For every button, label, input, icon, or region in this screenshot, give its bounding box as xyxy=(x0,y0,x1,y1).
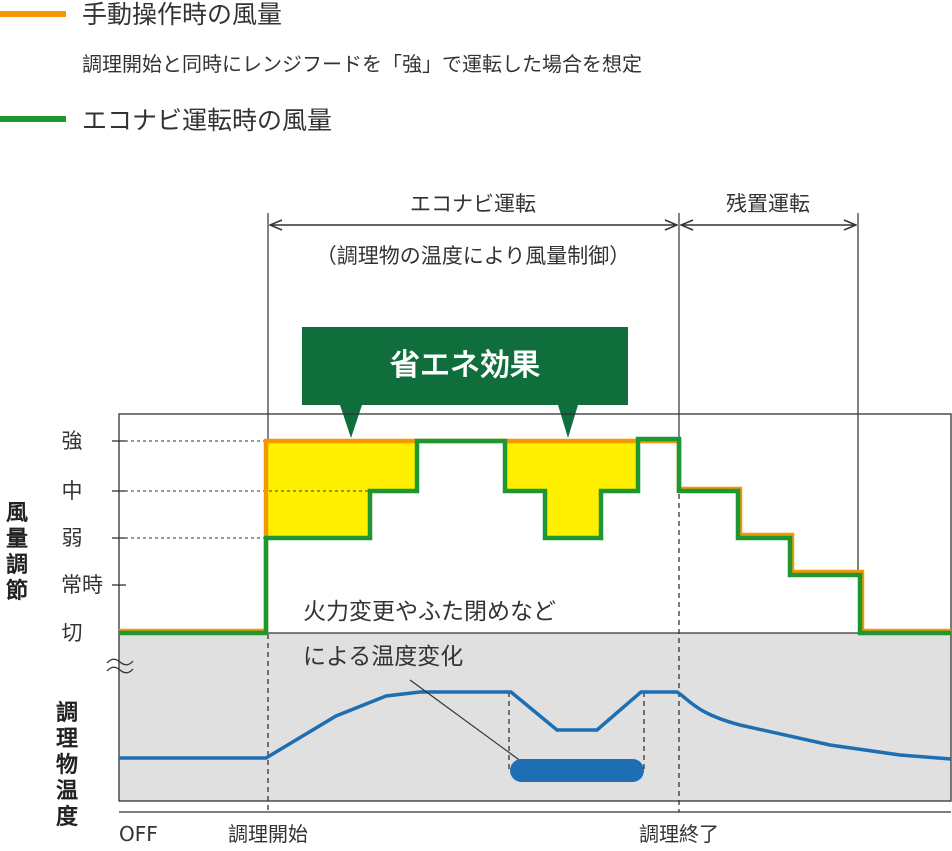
phase-brackets: エコナビ運転 （調理物の温度により風量制御） 残置運転 xyxy=(267,192,859,575)
econavi-phase-label: エコナビ運転 xyxy=(410,192,536,216)
legend-econavi-label: エコナビ運転時の風量 xyxy=(82,106,332,135)
x-label-cook-start: 調理開始 xyxy=(228,822,308,846)
legend-manual-label: 手動操作時の風量 xyxy=(82,0,282,29)
y-axis-top-char: 風 xyxy=(6,501,28,526)
savings-area-1 xyxy=(266,441,417,538)
chart-border xyxy=(118,413,952,802)
savings-badge-label: 省エネ効果 xyxy=(390,348,540,383)
level-label-strong: 強 xyxy=(62,429,83,453)
temperature-line xyxy=(119,690,952,761)
level-labels: 強 中 弱 常時 切 xyxy=(61,429,103,645)
y-axis-bottom-char: 温 xyxy=(56,779,78,804)
y-axis-top-char: 調 xyxy=(6,552,28,578)
residual-phase-label: 残置運転 xyxy=(726,192,810,216)
axis-break-icon xyxy=(106,658,134,674)
x-label-cook-end: 調理終了 xyxy=(639,822,719,846)
x-axis-labels: OFF 調理開始 調理終了 xyxy=(119,822,719,846)
y-axis-bottom-char: 物 xyxy=(56,752,78,778)
annotation-line2: による温度変化 xyxy=(303,644,463,670)
level-label-constant: 常時 xyxy=(61,573,103,597)
y-axis-bottom-char: 調 xyxy=(56,700,78,726)
level-label-weak: 弱 xyxy=(62,526,83,550)
level-label-medium: 中 xyxy=(62,479,83,503)
legend-manual-note: 調理開始と同時にレンジフードを「強」で運転した場合を想定 xyxy=(82,52,642,76)
legend: 手動操作時の風量 調理開始と同時にレンジフードを「強」で運転した場合を想定 エコ… xyxy=(0,0,642,135)
y-axis-bottom-char: 理 xyxy=(56,727,78,752)
y-axis-bottom-char: 度 xyxy=(56,804,79,830)
level-ticks xyxy=(112,440,126,586)
level-label-off: 切 xyxy=(62,621,83,645)
econavi-phase-sublabel: （調理物の温度により風量制御） xyxy=(316,244,631,268)
y-axis-top-label: 風 量 調 節 xyxy=(6,501,28,604)
y-axis-bottom-label: 調 理 物 温 度 xyxy=(56,700,79,830)
savings-badge-shape xyxy=(302,327,628,438)
event-guides xyxy=(267,440,680,812)
savings-area-2 xyxy=(505,441,638,538)
annotation-leader xyxy=(409,679,534,771)
savings-badge: 省エネ効果 xyxy=(302,327,628,438)
y-axis-top-char: 量 xyxy=(6,527,28,552)
annotation-line1: 火力変更やふた閉めなど xyxy=(303,599,556,625)
econavi-airflow-line xyxy=(119,436,951,636)
temperature-change-capsule xyxy=(510,759,644,782)
savings-areas xyxy=(266,441,638,538)
x-label-off: OFF xyxy=(119,822,158,846)
y-axis-top-char: 節 xyxy=(6,578,28,604)
